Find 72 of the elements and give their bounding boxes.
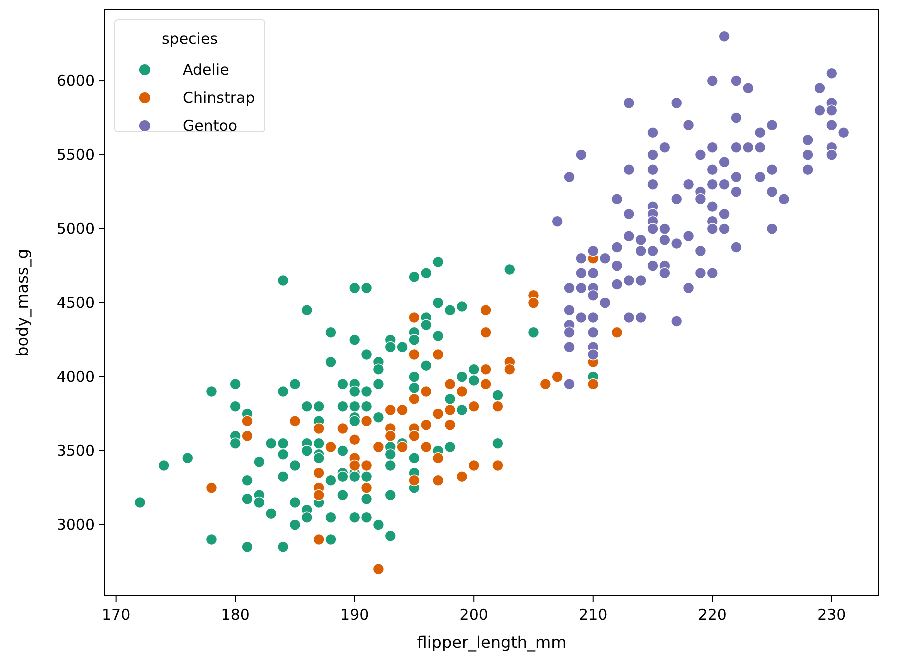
point [611,326,624,338]
x-tick-label: 200 [460,606,488,624]
point [408,348,420,361]
point [456,386,468,398]
point [420,419,432,431]
x-tick-label: 190 [340,606,370,624]
point [242,430,254,442]
legend-title: species [162,30,218,48]
point [242,416,254,428]
x-tick-label: 180 [221,606,250,624]
point [480,378,492,390]
point [432,452,444,464]
y-tick-label: 4000 [56,368,95,386]
point [504,364,516,376]
point [348,434,361,446]
y-tick-label: 3500 [56,442,95,460]
point [372,441,385,454]
point [587,378,600,390]
point [528,297,540,309]
point [432,348,444,361]
x-axis-title: flipper_length_mm [417,633,567,652]
point [337,422,349,435]
point [408,393,420,406]
point [468,460,480,472]
x-tick-label: 170 [102,606,131,624]
y-tick-label: 6000 [56,72,95,90]
point [384,430,397,442]
x-tick-label: 230 [818,606,846,624]
point [492,460,504,472]
y-axis-title: body_mass_g [13,249,32,357]
y-tick-label: 5500 [56,146,95,164]
legend-label: Gentoo [183,117,238,135]
legend-label: Adelie [183,61,230,79]
x-tick-label: 220 [698,606,727,624]
point [396,441,408,454]
point [552,371,564,383]
point [408,430,420,442]
point [313,534,325,546]
x-tick-label: 210 [579,606,608,624]
y-tick-label: 5000 [56,220,95,238]
point [313,422,325,435]
point [456,471,468,483]
point [408,312,420,324]
point [289,416,302,428]
point [540,378,552,390]
point [432,474,444,486]
point [206,482,218,494]
point [420,441,432,454]
point [432,408,444,420]
point [492,400,504,412]
point [360,460,373,472]
y-tick-label: 4500 [56,294,95,312]
point [444,378,456,390]
y-tick-label: 3000 [56,516,95,534]
point [372,564,385,576]
point [480,304,492,316]
point [313,467,325,480]
point [313,490,325,502]
legend-label: Chinstrap [183,89,256,107]
point [325,441,337,454]
point [480,326,492,338]
point [444,419,456,431]
point [480,364,492,376]
point [444,404,456,416]
point [468,400,480,412]
point [420,386,432,398]
point [408,474,420,486]
point [360,482,373,494]
point [384,404,397,416]
point [396,404,408,416]
point [360,416,373,428]
point [348,460,361,472]
